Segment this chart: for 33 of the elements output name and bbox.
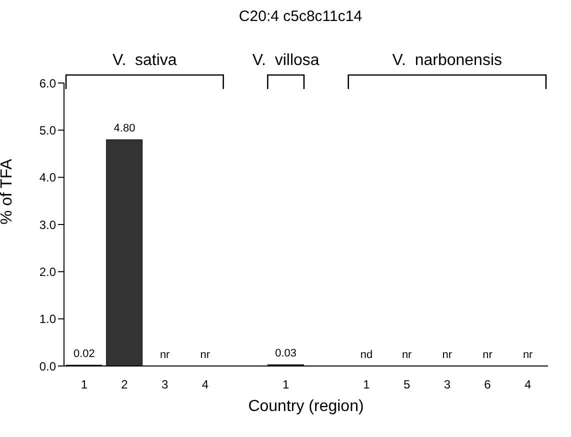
x-tick-label: 1 [282,378,290,392]
text: nd [360,349,373,361]
text: nr [160,349,170,361]
y-tick-label: 1.0 [39,312,56,326]
text: nr [200,349,210,361]
y-tick-label: 3.0 [39,218,56,232]
data-label: 0.03 [275,348,297,360]
data-label: 0.02 [73,348,95,360]
data-label: 4.80 [114,122,136,135]
y-axis-title: % of TFA [0,158,16,224]
x-tick-label: 1 [80,378,88,392]
text: nr [402,349,412,361]
x-tick-label: 1 [363,378,370,392]
x-tick-label: 5 [403,378,410,392]
x-axis-title: Country (region) [248,398,364,415]
x-tick-label: 3 [161,378,168,392]
text: nr [522,349,533,361]
text: V. narbonensis [392,52,502,69]
text: V. villosa [252,52,320,69]
x-tick-label: 3 [444,378,451,392]
y-tick-label: 6.0 [39,76,56,90]
y-tick-label: 2.0 [39,264,56,279]
text: nr [442,349,452,361]
chart-title: C20:4 c5c8c11c14 [238,8,364,25]
x-tick-label: 2 [121,378,128,392]
y-tick-label: 5.0 [39,123,56,138]
text: nr [482,349,492,361]
y-tick-label: 4.0 [39,170,56,185]
x-tick-label: 4 [202,378,209,392]
x-tick-label: 4 [524,378,532,392]
x-tick-label: 6 [484,378,492,392]
y-tick-label: 0.0 [39,359,56,374]
text: V. sativa [112,52,177,69]
